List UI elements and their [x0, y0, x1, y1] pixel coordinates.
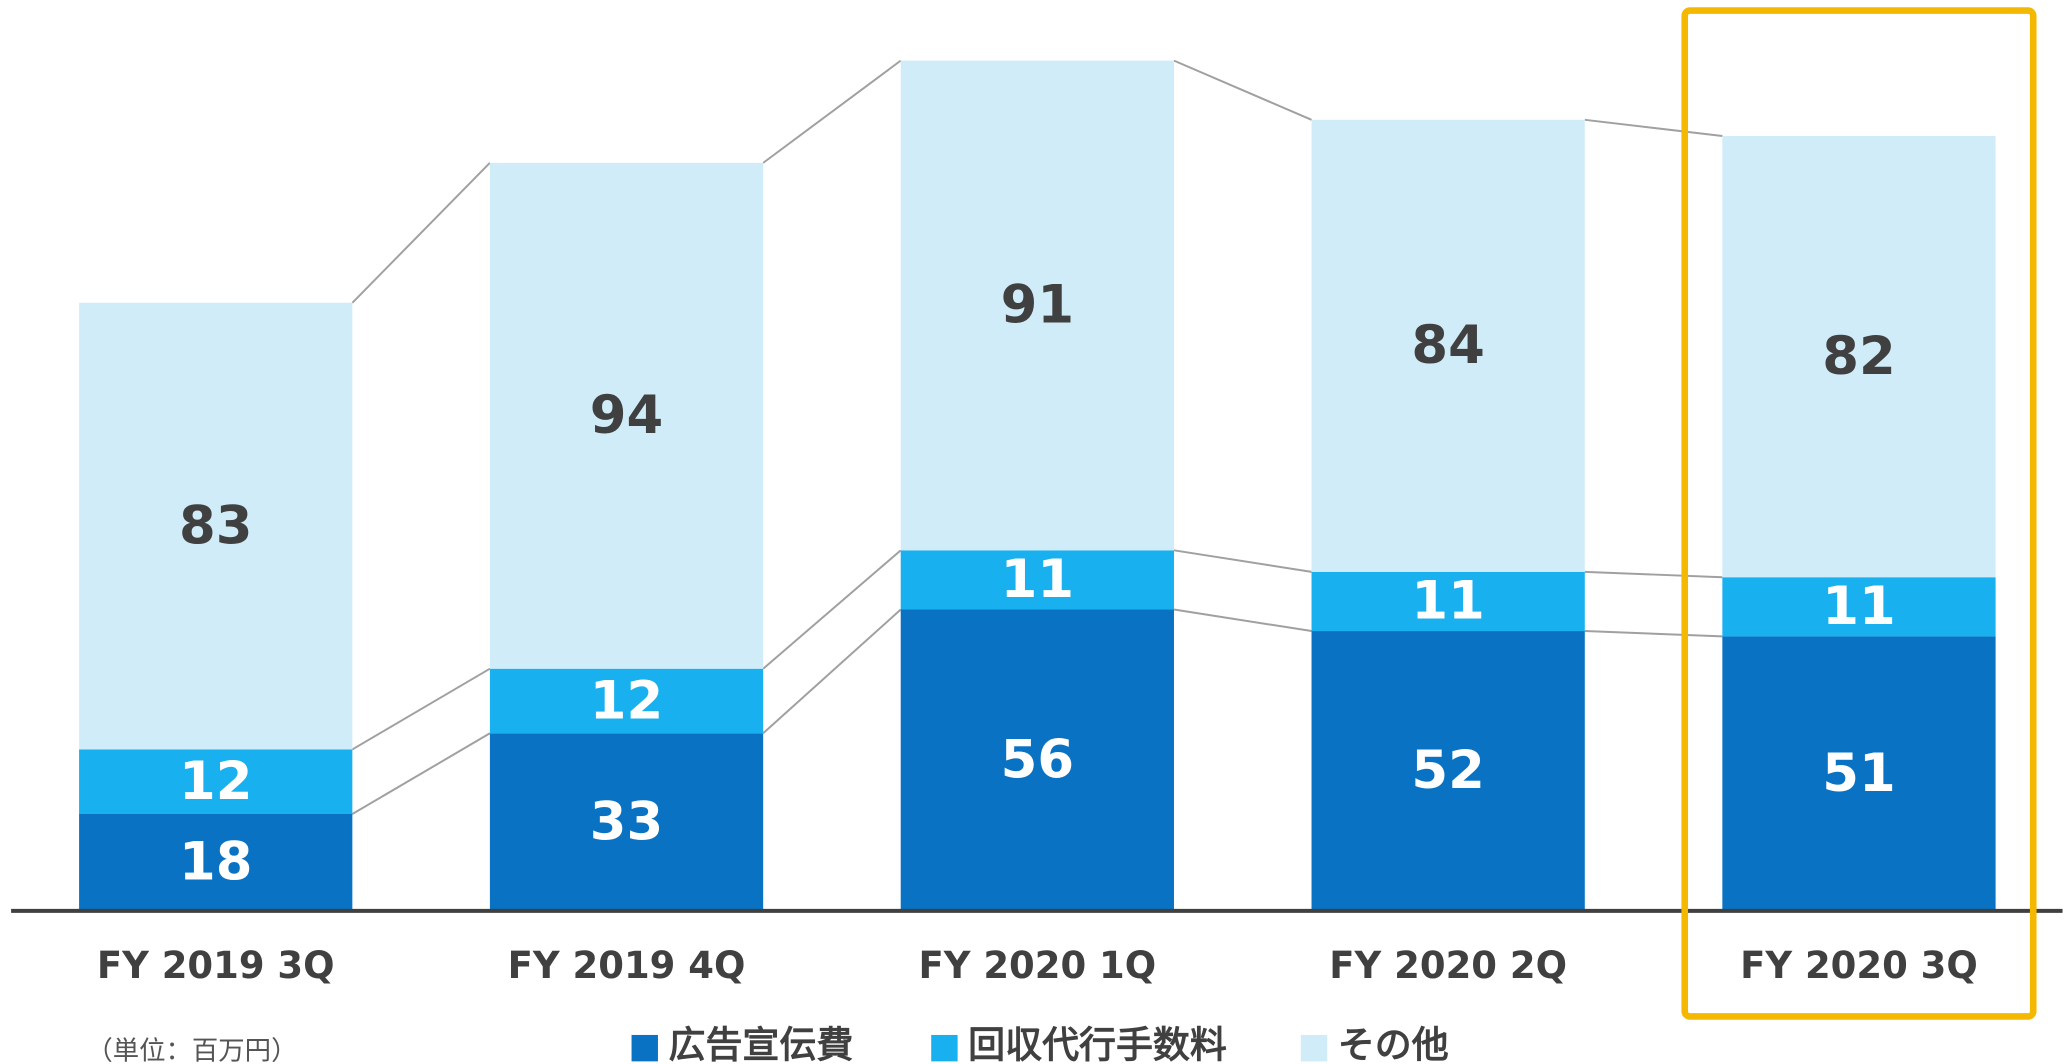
- value-label: 11: [1822, 576, 1895, 637]
- connector: [1584, 630, 1723, 638]
- legend-swatch: [631, 1034, 658, 1062]
- connector: [1173, 608, 1312, 633]
- x-tick-label: FY 2020 1Q: [918, 944, 1156, 987]
- value-label: 12: [590, 670, 663, 731]
- bar-segment: [489, 733, 764, 911]
- bar-segment: [1311, 119, 1585, 572]
- bar-segment: [1722, 577, 1996, 637]
- legend-label: 回収代行手数料: [968, 1023, 1227, 1064]
- value-label: 12: [179, 751, 252, 812]
- connector: [351, 667, 491, 751]
- value-label: 11: [1001, 549, 1074, 610]
- value-label: 91: [1001, 275, 1074, 336]
- bar-segment: [900, 60, 1174, 551]
- connector: [1173, 59, 1312, 121]
- unit-label: （単位：百万円）: [86, 1036, 297, 1064]
- connector: [762, 549, 902, 670]
- value-label: 11: [1411, 571, 1484, 632]
- value-label: 18: [179, 832, 252, 893]
- x-tick-label: FY 2020 3Q: [1740, 944, 1978, 987]
- connector: [351, 162, 491, 304]
- connector: [762, 59, 902, 164]
- legend-swatch: [1300, 1034, 1328, 1062]
- bar-segment: [489, 668, 764, 734]
- bar-segment: [1311, 571, 1585, 632]
- connector: [1173, 549, 1312, 573]
- value-label: 83: [179, 495, 252, 556]
- value-label: 56: [1001, 729, 1074, 790]
- x-tick-label: FY 2019 3Q: [97, 944, 335, 987]
- connector: [762, 608, 902, 735]
- bar-segment: [900, 550, 1174, 610]
- connector: [1584, 118, 1723, 137]
- bar-segment: [79, 814, 353, 911]
- value-label: 82: [1822, 326, 1895, 387]
- value-label: 33: [590, 791, 663, 852]
- connector: [1584, 570, 1723, 579]
- value-label: 51: [1822, 743, 1895, 804]
- bar-segment: [489, 162, 764, 669]
- value-label: 84: [1411, 315, 1484, 376]
- value-label: 52: [1411, 740, 1484, 801]
- legend-label: 広告宣伝費: [669, 1023, 854, 1064]
- x-tick-label: FY 2019 4Q: [508, 944, 746, 987]
- bar-segment: [1722, 135, 1996, 578]
- value-label: 94: [590, 385, 663, 446]
- highlight-box: [1681, 7, 2037, 1020]
- bar-segment: [79, 302, 353, 750]
- bar-segment: [900, 609, 1174, 911]
- bar-segment: [1311, 631, 1585, 911]
- x-tick-label: FY 2020 2Q: [1329, 944, 1567, 987]
- bar-segment: [79, 749, 353, 815]
- bar-segment: [1722, 636, 1996, 911]
- legend-label: その他: [1338, 1023, 1449, 1064]
- connector: [351, 732, 491, 815]
- legend-swatch: [931, 1034, 958, 1062]
